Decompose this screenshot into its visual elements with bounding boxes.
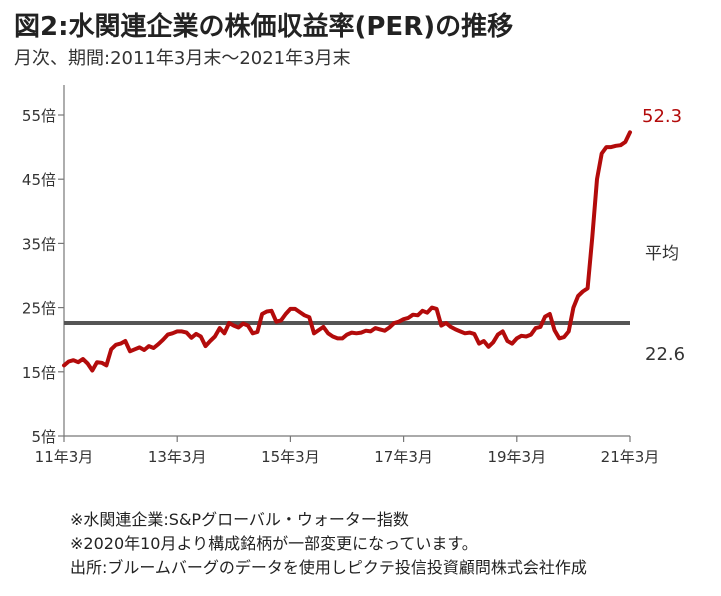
footnotes: ※水関連企業:S&Pグローバル・ウォーター指数 ※2020年10月より構成銘柄が… [70, 508, 587, 580]
x-tick-label: 15年3月 [261, 448, 320, 466]
x-tick-label: 17年3月 [374, 448, 433, 466]
footnote-source: 出所:ブルームバーグのデータを使用しピクテ投信投資顧問株式会社作成 [70, 558, 587, 577]
x-tick-label: 19年3月 [487, 448, 546, 466]
average-label: 平均 [645, 244, 679, 264]
latest-value-label: 52.3 [642, 106, 682, 127]
y-tick-label: 45倍 [22, 171, 56, 189]
x-tick-label: 21年3月 [601, 448, 660, 466]
y-tick-label: 35倍 [22, 235, 56, 253]
chart-title: 図2:水関連企業の株価収益率(PER)の推移 [14, 12, 514, 42]
y-tick-label: 15倍 [22, 364, 56, 382]
footnote-index: ※水関連企業:S&Pグローバル・ウォーター指数 [70, 510, 409, 529]
average-value-label: 22.6 [645, 344, 685, 365]
per-series-line [62, 130, 632, 373]
y-tick-label: 55倍 [22, 107, 56, 125]
footnote-constituents: ※2020年10月より構成銘柄が一部変更になっています。 [70, 534, 478, 553]
x-tick-label: 11年3月 [35, 448, 94, 466]
x-tick-label: 13年3月 [148, 448, 207, 466]
chart-subtitle: 月次、期間:2011年3月末〜2021年3月末 [14, 48, 351, 69]
y-tick-label: 25倍 [22, 300, 56, 318]
y-tick-label: 5倍 [31, 428, 56, 446]
